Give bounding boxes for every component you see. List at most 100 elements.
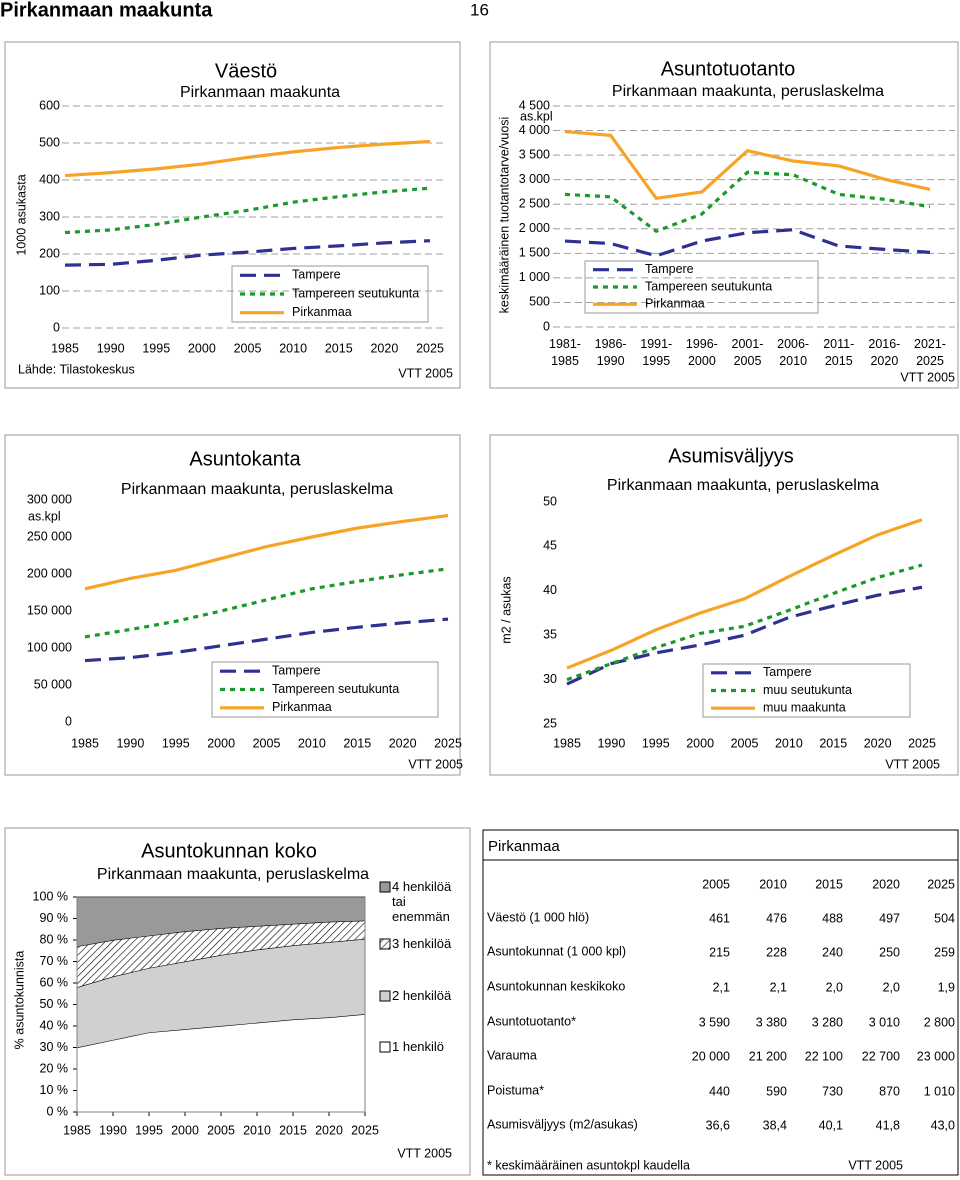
- table-cell: 22 700: [862, 1049, 900, 1063]
- x-tick-label: 2005: [253, 736, 281, 750]
- table-cell: 23 000: [917, 1049, 955, 1063]
- y-tick-label: 30 %: [40, 1040, 69, 1054]
- chart-title: Väestö: [215, 60, 277, 82]
- chart-subtitle: Pirkanmaan maakunta, peruslaskelma: [607, 477, 879, 494]
- x-tick-label: 2000: [207, 736, 235, 750]
- area-segment: [77, 920, 365, 988]
- legend-item: 2 henkilöä: [392, 988, 451, 1003]
- x-tick-label: 2000: [686, 736, 714, 750]
- y-tick-label: 200 000: [27, 566, 72, 580]
- legend-label: muu maakunta: [763, 700, 846, 714]
- x-tick-label: 1981-1985: [549, 337, 581, 368]
- table-cell: 259: [934, 945, 955, 959]
- panel: [489, 41, 959, 389]
- table-cell: 2,0: [826, 980, 843, 994]
- x-tick-label: 2020: [315, 1123, 343, 1137]
- table-header: 2005: [702, 877, 730, 891]
- chart-subtitle: Pirkanmaan maakunta, peruslaskelma: [612, 83, 884, 100]
- x-tick-label: 2010: [775, 736, 803, 750]
- series-line: [564, 170, 931, 234]
- page-number: 16: [470, 0, 489, 19]
- x-tick-label: 2010: [279, 341, 307, 355]
- legend-label: Tampereen seutukunta: [272, 682, 399, 696]
- source: Lähde: Tilastokeskus: [18, 362, 135, 376]
- x-tick-label: 2020: [389, 736, 417, 750]
- x-tick-label: 2000: [188, 341, 216, 355]
- table-cell: 36,6: [706, 1118, 730, 1132]
- x-tick-label: 2020: [370, 341, 398, 355]
- table-cell: 476: [766, 911, 787, 925]
- x-tick-label: 1986-1990: [595, 337, 627, 368]
- x-tick-label: 2011-2015: [823, 337, 854, 368]
- table-title: Pirkanmaa: [488, 838, 560, 855]
- row-label: Varauma: [487, 1048, 537, 1062]
- table-cell: 2,1: [770, 980, 787, 994]
- credit: VTT 2005: [397, 1146, 452, 1160]
- y-tick-label: 250 000: [27, 529, 72, 543]
- table-cell: 250: [879, 945, 900, 959]
- table-cell: 38,4: [763, 1118, 787, 1132]
- legend-item: 1 henkilö: [392, 1039, 445, 1054]
- credit: VTT 2005: [408, 757, 463, 771]
- series-line: [64, 139, 431, 178]
- y-tick-label: 35: [543, 627, 557, 641]
- row-label: Väestö (1 000 hlö): [487, 910, 589, 924]
- y-tick-label: 2 500: [519, 197, 550, 211]
- x-tick-label: 2006-2010: [777, 337, 809, 368]
- y-tick-label: 60 %: [40, 975, 69, 989]
- legend-box: [702, 663, 911, 718]
- x-tick-label: 1990: [97, 341, 125, 355]
- y-axis-unit: as.kpl: [28, 509, 61, 523]
- chart-title: Asuntokunnan koko: [141, 840, 317, 862]
- chart-subtitle: Pirkanmaan maakunta, peruslaskelma: [121, 481, 393, 498]
- x-tick-label: 2000: [171, 1123, 199, 1137]
- credit: VTT 2005: [848, 1158, 903, 1172]
- legend-swatch: [379, 938, 391, 950]
- series-line: [84, 567, 449, 639]
- legend-swatch: [379, 990, 391, 1002]
- chart-subtitle: Pirkanmaan maakunta: [180, 84, 340, 101]
- legend-box: [211, 661, 439, 718]
- y-tick-label: 40: [543, 583, 557, 597]
- x-tick-label: 2021-2025: [914, 337, 946, 368]
- table-cell: 730: [822, 1084, 843, 1098]
- y-tick-label: 150 000: [27, 603, 72, 617]
- table-cell: 228: [766, 945, 787, 959]
- table-frame: [482, 829, 959, 1176]
- y-axis-unit: as.kpl: [520, 109, 553, 123]
- y-tick-label: 0 %: [46, 1104, 68, 1118]
- y-tick-label: 20 %: [40, 1061, 69, 1075]
- x-tick-label: 2010: [243, 1123, 271, 1137]
- y-tick-label: 3 000: [519, 172, 550, 186]
- table-header: 2020: [872, 877, 900, 891]
- legend-label: Pirkanmaa: [645, 297, 705, 311]
- legend-label: Tampere: [645, 262, 694, 276]
- table-cell: 41,8: [876, 1118, 900, 1132]
- x-tick-label: 2025: [434, 736, 462, 750]
- table-cell: 440: [709, 1084, 730, 1098]
- row-label: Asuntokunnan keskikoko: [487, 979, 625, 993]
- legend-label: Pirkanmaa: [272, 700, 332, 714]
- x-tick-label: 1990: [99, 1123, 127, 1137]
- chart-title: Asumisväljyys: [668, 445, 794, 467]
- table-header: 2010: [759, 877, 787, 891]
- credit: VTT 2005: [900, 370, 955, 384]
- y-tick-label: 100: [39, 283, 60, 297]
- y-tick-label: 50: [543, 494, 557, 508]
- y-tick-label: 80 %: [40, 932, 69, 946]
- table-cell: 3 590: [699, 1015, 730, 1029]
- x-tick-label: 1985: [51, 341, 79, 355]
- table-cell: 3 280: [812, 1015, 843, 1029]
- legend-label: 1 henkilö: [392, 1039, 445, 1054]
- y-tick-label: 100 000: [27, 640, 72, 654]
- table-header: 2015: [815, 877, 843, 891]
- x-tick-label: 2010: [298, 736, 326, 750]
- x-tick-label: 1996-2000: [686, 337, 718, 368]
- y-tick-label: 70 %: [40, 954, 69, 968]
- y-tick-label: 10 %: [40, 1083, 69, 1097]
- table-cell: 2,1: [713, 980, 730, 994]
- x-tick-label: 2015: [279, 1123, 307, 1137]
- y-tick-label: 0: [65, 714, 72, 728]
- table-cell: 240: [822, 945, 843, 959]
